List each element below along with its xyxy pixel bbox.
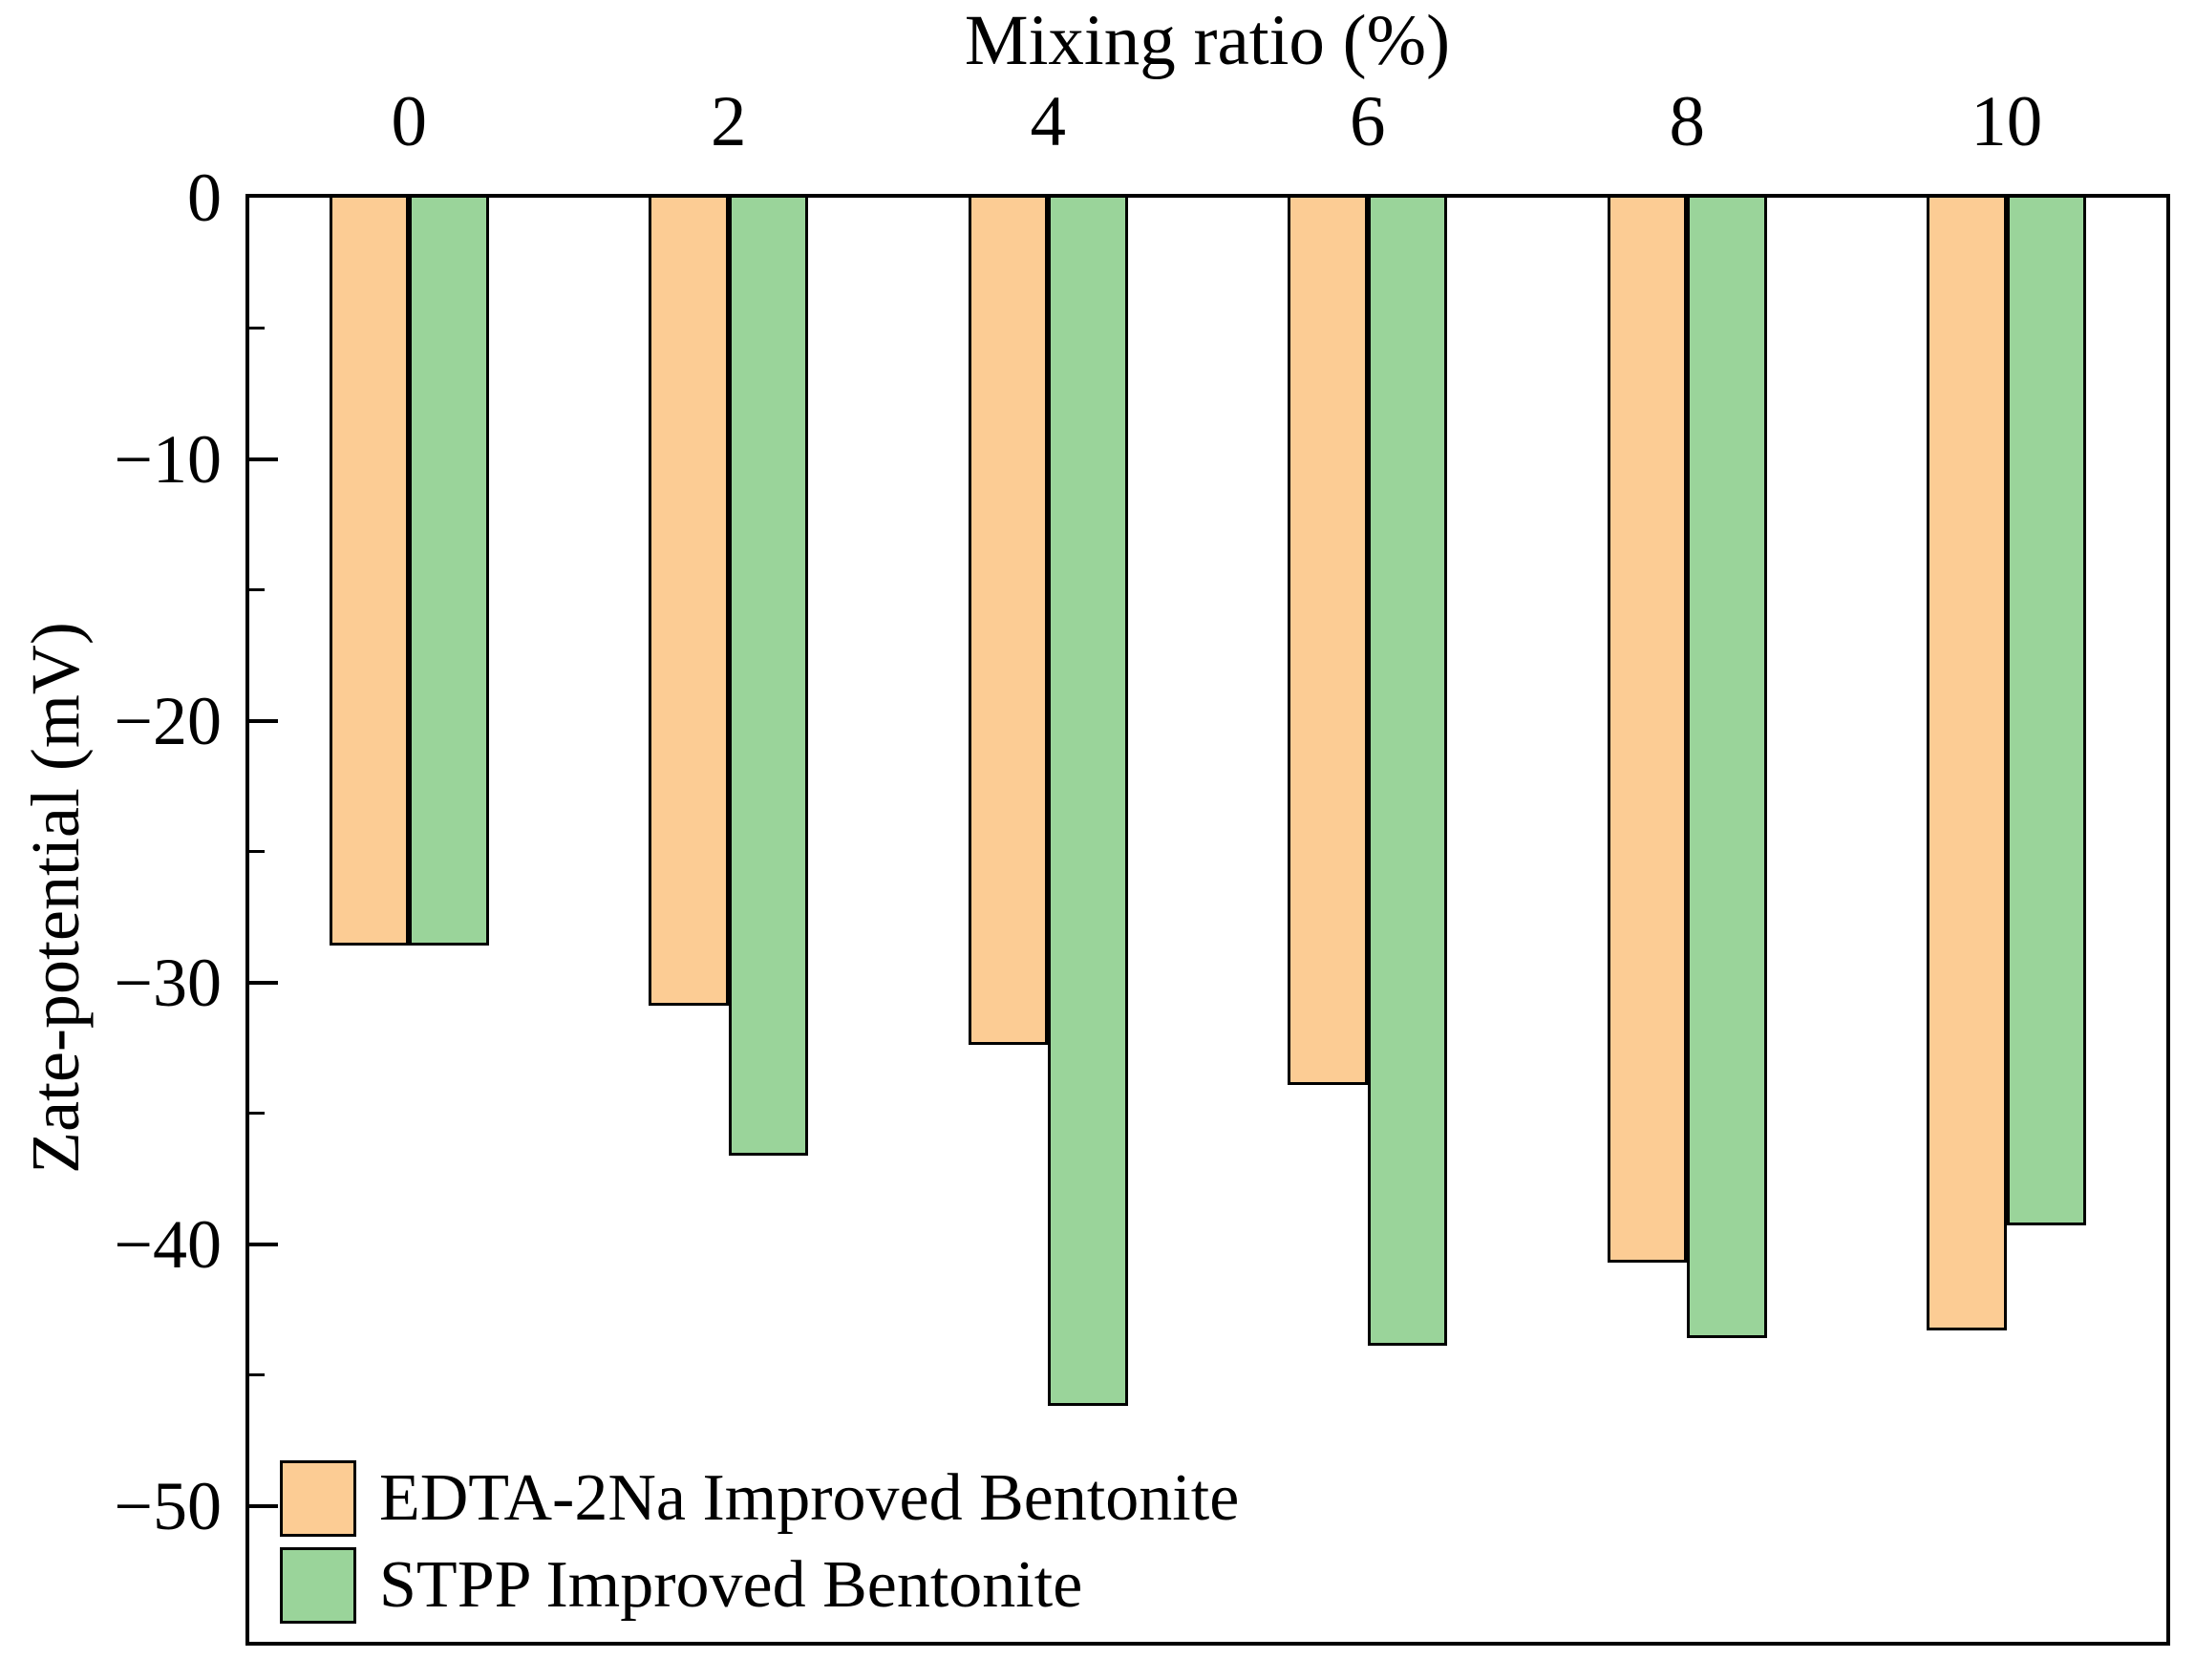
bar-edta-4 <box>968 198 1049 1046</box>
bar-edta-2 <box>649 198 729 1007</box>
y-tick-label--50: −50 <box>114 1467 222 1544</box>
y-tick--50 <box>249 1503 278 1508</box>
y-minor-tick--45 <box>249 1373 265 1377</box>
x-tick-0 <box>407 198 412 213</box>
x-axis-title: Mixing ratio (%) <box>964 1 1451 80</box>
x-tick-label-0: 0 <box>391 82 428 161</box>
legend-item-edta: EDTA-2Na Improved Bentonite <box>280 1460 1239 1537</box>
legend-label-edta: EDTA-2Na Improved Bentonite <box>379 1461 1240 1535</box>
y-tick--30 <box>249 980 278 985</box>
x-tick-label-4: 4 <box>1030 82 1067 161</box>
bar-stpp-0 <box>409 198 489 946</box>
bar-stpp-8 <box>1687 198 1767 1339</box>
bar-stpp-6 <box>1367 198 1448 1347</box>
legend-label-stpp: STPP Improved Bentonite <box>379 1548 1083 1622</box>
legend-swatch-edta <box>280 1460 356 1537</box>
legend-swatch-stpp <box>280 1547 356 1624</box>
legend-item-stpp: STPP Improved Bentonite <box>280 1547 1239 1624</box>
y-minor-tick--5 <box>249 327 265 330</box>
bar-edta-0 <box>329 198 410 946</box>
x-tick-2 <box>726 198 731 213</box>
plot-area: EDTA-2Na Improved Bentonite STPP Improve… <box>245 194 2170 1646</box>
x-tick-10 <box>2004 198 2009 213</box>
legend: EDTA-2Na Improved Bentonite STPP Improve… <box>280 1460 1239 1634</box>
y-minor-tick--35 <box>249 1112 265 1116</box>
x-tick-label-10: 10 <box>1971 82 2043 161</box>
bar-edta-6 <box>1288 198 1368 1085</box>
y-tick--40 <box>249 1242 278 1246</box>
x-tick-4 <box>1046 198 1051 213</box>
y-tick--10 <box>249 457 278 461</box>
y-minor-tick--25 <box>249 850 265 854</box>
y-tick-label--10: −10 <box>114 420 222 498</box>
x-tick-label-2: 2 <box>711 82 747 161</box>
x-tick-label-8: 8 <box>1669 82 1706 161</box>
y-minor-tick--15 <box>249 588 265 592</box>
y-tick--20 <box>249 718 278 723</box>
bar-stpp-2 <box>728 198 809 1156</box>
y-tick-label--30: −30 <box>114 944 222 1021</box>
y-tick-label-0: 0 <box>187 159 222 236</box>
x-tick-label-6: 6 <box>1350 82 1386 161</box>
bar-edta-8 <box>1607 198 1688 1263</box>
y-tick-label--20: −20 <box>114 682 222 759</box>
bar-stpp-4 <box>1048 198 1128 1407</box>
y-tick-label--40: −40 <box>114 1205 222 1283</box>
x-tick-8 <box>1685 198 1690 213</box>
bar-stpp-10 <box>2006 198 2087 1226</box>
x-tick-6 <box>1365 198 1370 213</box>
bar-edta-10 <box>1927 198 2007 1331</box>
